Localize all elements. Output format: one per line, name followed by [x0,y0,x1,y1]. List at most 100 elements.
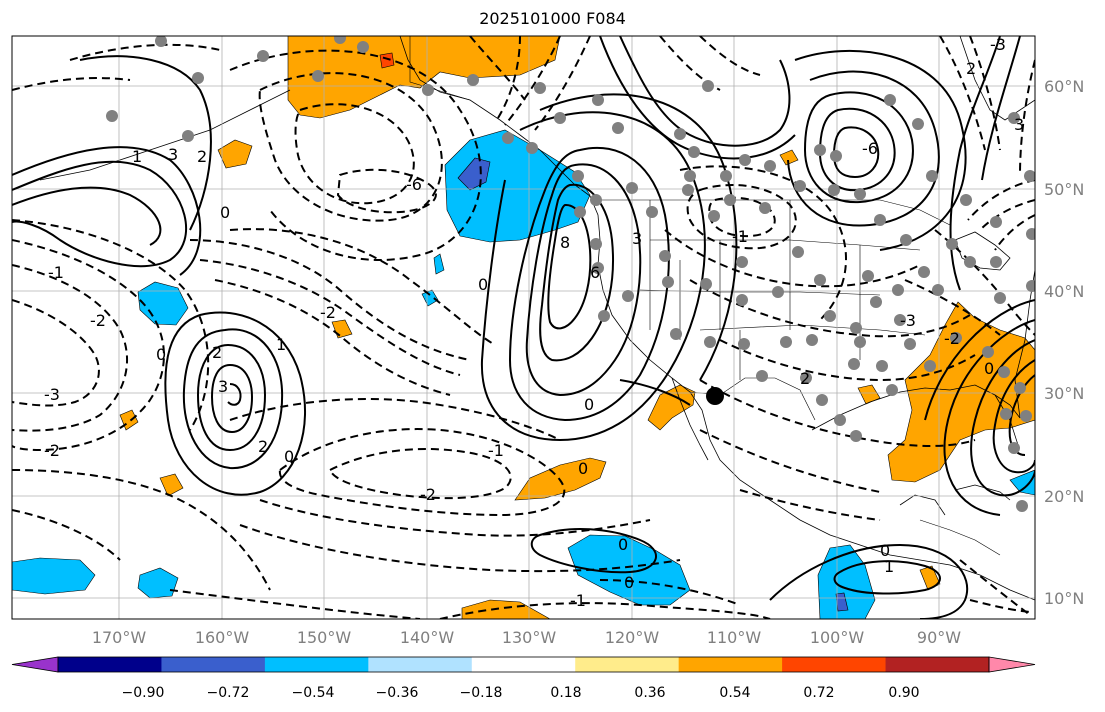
dashed-contour-northeast-2 [969,36,1001,151]
dashed-contour-subtropic-4 [239,524,681,573]
fill-blue-mid-south [137,567,179,599]
colorbar-tick-label: −0.72 [207,685,250,701]
colorbar-segment [264,657,369,672]
dashed-contour-mid-pacific-3 [214,279,451,396]
dashed-contour-interior-7 [739,489,881,521]
dashed-contour-subtropic-2 [328,448,512,500]
contour-south-east-low [833,560,941,595]
dashed-contour-alaska-2 [699,36,761,76]
lat-label: 20°N [1044,487,1084,506]
colorbar-frame [57,656,990,673]
colorbar-segment [58,657,162,672]
solid-contours [12,36,1035,619]
contour-west-high-2 [12,146,202,276]
fill-orange-subtropical [514,457,607,501]
fill-blue-south-central [567,534,691,606]
dashed-contour-interior-6 [699,429,881,493]
colorbar-segment [885,657,990,672]
lon-label: 170°W [92,628,147,647]
dashed-contour-subtropic-1 [278,428,566,517]
contour-south-east-outer [769,543,969,619]
colorbar-tick-labels: −0.90 −0.72 −0.54 −0.36 −0.18 0.18 0.36 … [122,685,920,701]
dashed-contour-coast-1 [469,36,526,101]
colorbar-segment [782,657,887,672]
colorbar-tick-label: −0.54 [292,685,335,701]
dashed-contour-gulf-low-4 [229,49,482,261]
contour-label: 0 [156,345,166,364]
contour-east-trough-5 [924,299,1035,421]
dashed-contour-east-4 [994,214,1035,251]
contour-label: -6 [406,175,422,194]
contour-sub-high-1 [182,328,284,470]
contour-label: 2 [966,59,976,78]
contour-rockies-ridge-1 [619,36,791,147]
dashed-contour-interior-1 [679,165,847,321]
contour-label: 3 [632,229,642,248]
fill-darkblue-northeast-pacific [457,157,491,191]
dashed-contour-interior-3 [689,279,971,338]
latitude-labels: 60°N 50°N 40°N 30°N 20°N 10°N [1044,77,1084,608]
contour-canada-high-4 [787,70,940,227]
contour-label: -1 [570,591,586,610]
contour-coast-ridge-2 [525,163,642,397]
contour-label: -2 [90,311,106,330]
contour-label: -3 [900,311,916,330]
contour-label: 0 [284,447,294,466]
contour-label: 0 [584,395,594,414]
dashed-contour-interior-5 [699,379,976,447]
colorbar-tick-label: −0.36 [376,685,419,701]
border-states-5 [649,200,681,340]
dashed-contour-coast-2 [504,36,561,126]
contour-label: -3 [990,35,1006,54]
dashed-contour-northeast-1 [939,36,986,151]
dashed-contour-west-2 [12,264,128,432]
contour-label: -1 [732,227,748,246]
lat-label: 60°N [1044,77,1084,96]
dashed-contour-west-4 [12,219,210,431]
contour-label: 1 [884,557,894,576]
contour-label: -6 [862,139,878,158]
dashed-contour-interior-low-1 [686,184,797,250]
dashed-contour-east-5 [967,179,1035,221]
contour-coast-ridge-4 [547,203,592,330]
contour-label: 2 [212,343,222,362]
colorbar: −0.90 −0.72 −0.54 −0.36 −0.18 0.18 0.36 … [11,656,1036,701]
fill-orange-small-1 [217,139,253,169]
contour-label: 0 [618,535,628,554]
dashed-contour-interior-4 [719,339,976,382]
contour-baja-1 [619,379,691,406]
contour-sub-high-3 [210,363,254,434]
fill-orange-alaska [287,36,561,119]
dashed-contour-east-2 [904,279,1001,336]
dashed-contour-coast-4 [497,36,521,119]
lon-label: 150°W [297,628,352,647]
map-area: 3 2 0 1 -1 -2 -3 -2 0 2 3 1 2 0 -6 -2 -2… [12,35,1035,619]
contour-canada-high-5 [794,49,967,251]
border-states-3 [719,200,861,380]
contour-label: 1 [132,147,142,166]
lat-label: 50°N [1044,180,1084,199]
contour-west-high-4 [79,55,212,231]
dashed-contour-interior-2 [664,229,921,288]
contour-label: 2 [258,437,268,456]
contour-east-ridge-1 [949,36,1001,291]
dashed-contour-south-2 [439,602,771,619]
colorbar-tick-label: −0.18 [460,685,503,701]
coastline-aleutians [39,89,291,181]
colorbar-segment [368,657,473,672]
dashed-contour-interior-low-2 [708,196,776,238]
fill-orange-small-5 [857,384,881,405]
contour-south-1 [530,528,657,574]
dashed-contour-east-3 [979,199,1035,231]
fill-orange-small-6 [461,599,551,619]
contour-label: 3 [168,145,178,164]
colorbar-segment [471,657,576,672]
longitude-labels: 170°W 160°W 150°W 140°W 130°W 120°W 110°… [92,628,961,647]
coastline-alaska [399,36,591,197]
colorbar-tick-label: 0.90 [888,685,919,701]
lon-label: 120°W [605,628,660,647]
colorbar-extend-high [988,656,1036,673]
contour-west-high-1 [12,160,187,268]
contour-coast-ridge-6 [539,93,738,381]
dashed-contour-west-1 [12,239,165,452]
